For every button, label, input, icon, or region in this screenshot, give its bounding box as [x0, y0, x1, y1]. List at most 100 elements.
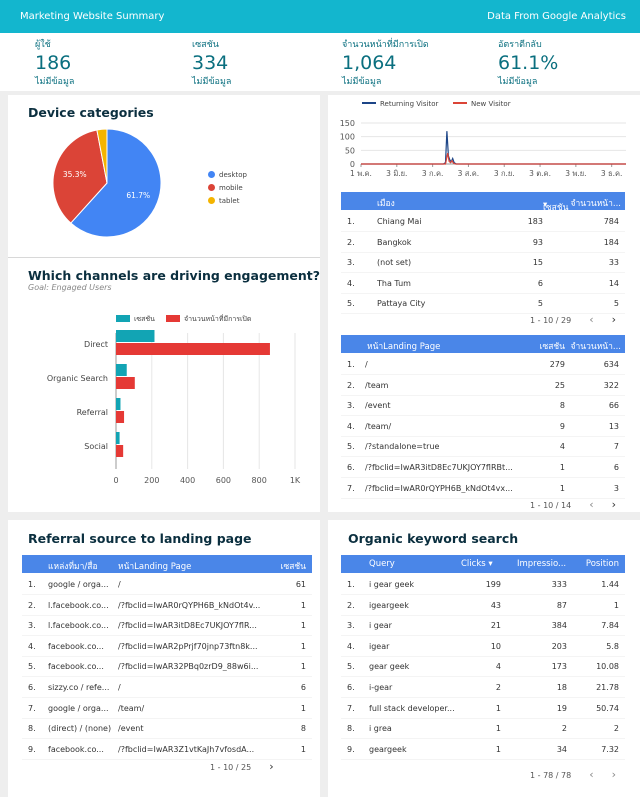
table-row[interactable]: 4. igear 10 203 5.8 — [341, 637, 625, 657]
legend-new-visitor[interactable]: New Visitor — [453, 100, 511, 108]
cell-pageviews: 5 — [613, 299, 619, 309]
table-row[interactable]: 4. /team/9 13 — [341, 417, 625, 437]
table-row[interactable]: 4. Tha Tum 6 14 — [341, 274, 625, 294]
legend-returning-visitor[interactable]: Returning Visitor — [362, 100, 438, 108]
cell-city: (not set) — [377, 258, 412, 268]
report-title: Marketing Website Summary — [20, 11, 165, 22]
x-tick-label: 3 ส.ค. — [458, 169, 480, 178]
cell-clicks: 2 — [495, 683, 501, 692]
referral-panel: Referral source to landing page แหล่งที่… — [8, 520, 320, 797]
cell-query: gear geek — [369, 662, 410, 672]
kpi-pageviews[interactable]: จำนวนหน้าที่มีการเปิด 1,064 ไม่มีข้อมูล — [342, 37, 429, 88]
visitor-timeline-chart[interactable]: 150 100 50 01 พ.ค. 3 มิ.ย. 3 ก.ค. 3 ส.ค. 3 ก.ย.… — [328, 115, 640, 195]
column-header-landing-page[interactable]: หน้าLanding Page — [118, 562, 192, 572]
bar-organic-search-series-0 — [116, 364, 127, 376]
table-row[interactable]: 6. /?fbclid=IwAR3itD8Ec7UKJOY7flRBt... 1 6 — [341, 458, 625, 478]
cell-landing-page: / — [365, 360, 368, 369]
channels-bar-chart[interactable]: 0 200 400 600 800 1K Direct Organic Search Refer… — [8, 327, 320, 497]
chevron-right-icon[interactable]: › — [611, 498, 617, 511]
table-row[interactable]: 5. facebook.co... /?fbclid=IwAR32PBq0zrD9_… — [22, 657, 312, 678]
table-row[interactable]: 3. /event 8 66 — [341, 396, 625, 417]
bar-direct-series-0 — [116, 330, 155, 342]
cell-sessions: 1 — [559, 483, 565, 493]
row-number: 4. — [28, 641, 36, 651]
cell-sessions: 1 — [300, 641, 306, 651]
table-row[interactable]: 2. l.facebook.co... /?fbclid=IwAR0rQYPH6B_… — [22, 596, 312, 616]
cell-query: i-gear — [369, 683, 393, 692]
column-header-source[interactable]: แหล่งที่มา/สื่อ — [48, 562, 98, 572]
table-row[interactable]: 3. (not set) 15 33 — [341, 253, 625, 274]
cell-sessions: 1 — [559, 463, 565, 472]
bar-organic-search-series-1 — [116, 377, 135, 389]
table-row[interactable]: 4. facebook.co... /?fbclid=IwAR2pPrjf70jnp… — [22, 637, 312, 657]
table-row[interactable]: 7. /?fbclid=IwAR0rQYPH6B_kNdOt4vx... 1 3 — [341, 479, 625, 499]
table-row[interactable]: 1. google / orga... / 61 — [22, 575, 312, 595]
legend-tablet[interactable]: tablet — [208, 197, 239, 205]
column-header-query[interactable]: Query — [369, 559, 395, 569]
cell-source: google / orga... — [48, 703, 109, 713]
table-row[interactable]: 5. gear geek 4 173 10.08 — [341, 657, 625, 678]
table-row[interactable]: 8. (direct) / (none) /event 8 — [22, 719, 312, 740]
cell-impressions: 34 — [556, 744, 567, 754]
chevron-left-icon[interactable]: ‹ — [589, 498, 594, 511]
column-header-pageviews[interactable]: จำนวนหน้า... — [570, 199, 621, 209]
column-header-landing-page[interactable]: หน้าLanding Page — [367, 342, 441, 352]
cell-clicks: 21 — [490, 621, 501, 631]
x-tick-label: 3 พ.ย. — [565, 169, 586, 178]
cell-landing-page: /?fbclid=IwAR0rQYPH6B_kNdOt4vx... — [365, 483, 513, 493]
table-row[interactable]: 7. google / orga... /team/1 — [22, 699, 312, 719]
chevron-right-icon[interactable]: › — [611, 768, 617, 781]
table-row[interactable]: 3. i gear 21 384 7.84 — [341, 616, 625, 637]
table-row[interactable]: 7. full stack developer... 1 19 50.74 — [341, 699, 625, 719]
cell-query: i grea — [369, 724, 392, 734]
column-header-sessions[interactable]: เซสชัน — [280, 562, 306, 572]
column-header-position[interactable]: Position — [585, 559, 619, 569]
legend-desktop[interactable]: desktop — [208, 171, 247, 179]
cell-position: 2 — [613, 724, 619, 734]
row-number: 1. — [347, 360, 355, 369]
legend-mobile[interactable]: mobile — [208, 184, 243, 192]
table-row[interactable]: 1. i gear geek 199 333 1.44 — [341, 575, 625, 595]
table-row[interactable]: 2. igeargeek 43 87 1 — [341, 596, 625, 616]
column-header-pageviews[interactable]: จำนวนหน้า... — [570, 342, 621, 352]
cell-landing-page: /?fbclid=IwAR3Z1vtKaJh7vfosdA... — [118, 744, 255, 754]
x-tick-label: 600 — [216, 476, 231, 485]
table-row[interactable]: 6. i-gear 2 18 21.78 — [341, 678, 625, 698]
table-row[interactable]: 5. Pattaya City 5 5 — [341, 294, 625, 315]
table-row[interactable]: 9. facebook.co... /?fbclid=IwAR3Z1vtKaJh7v… — [22, 740, 312, 760]
legend-label: New Visitor — [471, 100, 511, 108]
table-row[interactable]: 2. Bangkok 93 184 — [341, 233, 625, 253]
legend-pageviews[interactable]: จำนวนหน้าที่มีการเปิด — [166, 314, 251, 325]
kpi-bounce-rate[interactable]: อัตราตีกลับ 61.1% ไม่มีข้อมูล — [498, 37, 558, 88]
cell-sessions: 1 — [300, 621, 306, 631]
cell-impressions: 19 — [556, 703, 567, 713]
chevron-left-icon[interactable]: ‹ — [589, 313, 594, 326]
table-row[interactable]: 3. l.facebook.co... /?fbclid=IwAR3itD8Ec7U… — [22, 616, 312, 637]
table-row[interactable]: 1. / 279 634 — [341, 355, 625, 375]
table-row[interactable]: 5. /?standalone=true 4 7 — [341, 437, 625, 458]
column-header-impressions[interactable]: Impressio... — [517, 559, 567, 569]
organic-panel: Organic keyword search Query Clicks ▾ Im… — [328, 520, 640, 797]
column-header-sessions[interactable]: เซสชัน — [539, 342, 565, 352]
column-header-city[interactable]: เมือง — [377, 199, 395, 209]
row-number: 4. — [347, 278, 355, 288]
table-row[interactable]: 6. sizzy.co / refe... / 6 — [22, 678, 312, 698]
table-row[interactable]: 9. geargeek 1 34 7.32 — [341, 740, 625, 760]
legend-label: mobile — [219, 184, 243, 192]
referral-title: Referral source to landing page — [28, 531, 252, 546]
table-row[interactable]: 8. i grea 1 2 2 — [341, 719, 625, 740]
device-pie-chart[interactable]: 61.7% 35.3% — [8, 125, 320, 275]
cell-sessions: 1 — [300, 600, 306, 610]
kpi-sessions[interactable]: เซสชัน 334 ไม่มีข้อมูล — [192, 37, 231, 88]
cell-pageviews: 14 — [608, 278, 619, 288]
chevron-right-icon[interactable]: › — [611, 313, 617, 326]
channels-chart-subtitle: Goal: Engaged Users — [28, 283, 112, 292]
table-row[interactable]: 2. /team 25 322 — [341, 376, 625, 396]
table-row[interactable]: 1. Chiang Mai 183 784 — [341, 212, 625, 232]
column-header-clicks[interactable]: Clicks ▾ — [461, 559, 493, 569]
cell-impressions: 87 — [556, 600, 567, 610]
chevron-right-icon[interactable]: › — [269, 760, 274, 773]
chevron-left-icon[interactable]: ‹ — [589, 768, 594, 781]
legend-sessions[interactable]: เซสชัน — [116, 314, 155, 325]
kpi-users[interactable]: ผู้ใช้ 186 ไม่มีข้อมูล — [35, 37, 74, 88]
